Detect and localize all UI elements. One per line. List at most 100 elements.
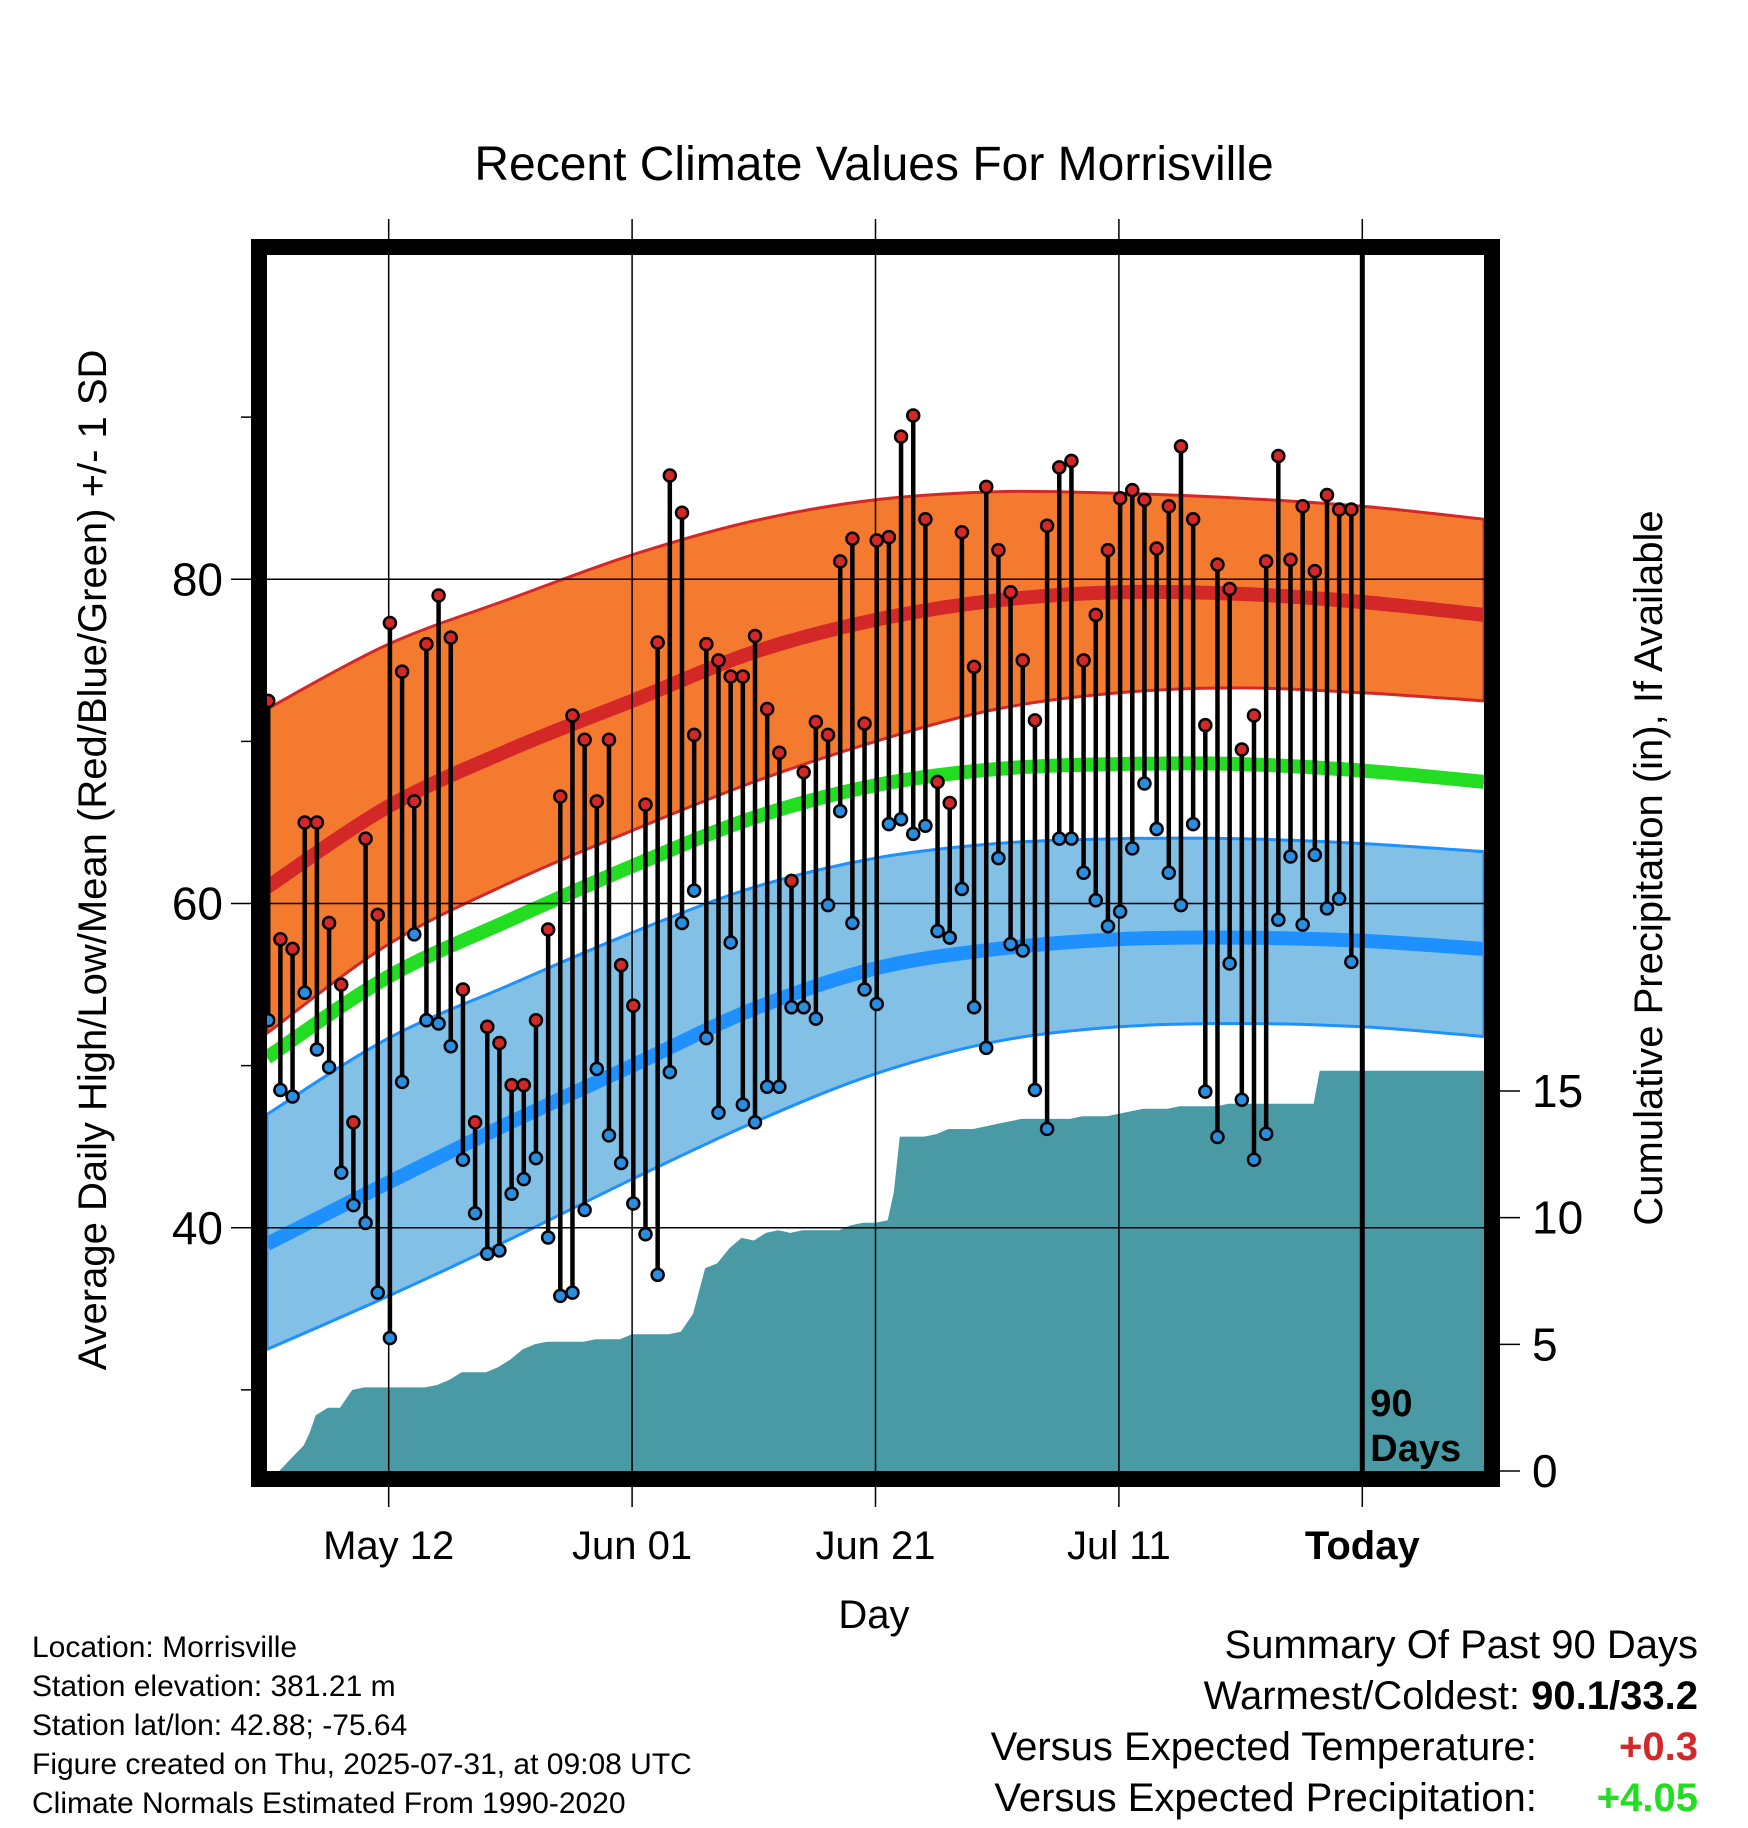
daily-low-point (1052, 831, 1067, 846)
daily-high-point (1319, 487, 1335, 503)
daily-high-point (954, 524, 970, 540)
y2-tick-label: 15 (1532, 1065, 1583, 1117)
daily-high-point (431, 588, 446, 603)
daily-low-point (467, 1205, 483, 1221)
precip-label: Versus Expected Precipitation: (994, 1776, 1537, 1820)
daily-high-point (845, 531, 860, 546)
daily-low-point (1198, 1084, 1213, 1099)
daily-low-point (492, 1243, 507, 1258)
daily-high-point (1271, 448, 1286, 464)
daily-low-point (419, 1013, 434, 1028)
daily-low-point (1307, 847, 1323, 863)
summary-panel: Summary Of Past 90 Days Warmest/Coldest:… (991, 1620, 1698, 1824)
daily-high-point (467, 1115, 483, 1130)
daily-high-point (1161, 499, 1177, 514)
daily-high-point (1052, 460, 1067, 475)
daily-low-point (893, 811, 909, 827)
daily-high-point (443, 630, 459, 645)
daily-high-point (480, 1019, 495, 1035)
daily-low-point (662, 1064, 678, 1080)
daily-high-point (747, 628, 763, 644)
daily-low-point (321, 1060, 337, 1075)
daily-high-point (516, 1077, 532, 1093)
daily-high-point (273, 931, 288, 947)
elevation-line: Station elevation: 381.21 m (32, 1670, 396, 1703)
y2-axis-label: Cumulative Precipitation (in), If Availa… (1627, 510, 1671, 1225)
daily-high-point (930, 774, 945, 790)
daily-high-point (735, 669, 751, 684)
precip-value: +4.05 (1596, 1776, 1698, 1820)
daily-high-point (808, 714, 824, 730)
daily-low-point (394, 1074, 410, 1090)
precip-area-tail (1362, 1070, 1484, 1471)
daily-high-point (832, 554, 848, 569)
daily-high-point (577, 732, 592, 748)
daily-low-point (857, 982, 872, 997)
daily-low-point (1295, 917, 1310, 932)
daily-low-point (407, 927, 422, 942)
daily-high-point (1295, 499, 1310, 514)
daily-low-point (1112, 904, 1128, 919)
daily-high-point (528, 1013, 544, 1028)
daily-high-point (650, 635, 665, 650)
daily-high-point (796, 764, 811, 780)
daily-low-point (918, 818, 933, 833)
daily-low-point (1173, 897, 1189, 913)
daily-high-point (1307, 563, 1323, 579)
daily-low-point (991, 850, 1006, 866)
daily-low-point (1258, 1126, 1274, 1142)
daily-low-point (540, 1230, 556, 1245)
x-tick-label: Jun 01 (572, 1524, 692, 1568)
x-tick-label: May 12 (323, 1524, 454, 1568)
daily-high-point (1100, 542, 1116, 558)
daily-low-point (1234, 1092, 1250, 1107)
normals-line: Climate Normals Estimated From 1990-2020 (32, 1787, 626, 1820)
daily-low-point (735, 1097, 751, 1112)
daily-low-point (565, 1285, 580, 1300)
today-days-label-part: 90 (1370, 1383, 1412, 1425)
y-axis-label: Average Daily High/Low/Mean (Red/Blue/Gr… (71, 350, 115, 1371)
daily-high-point (601, 732, 617, 748)
daily-high-point (1039, 518, 1055, 534)
daily-low-point (455, 1152, 471, 1167)
daily-low-point (504, 1186, 519, 1202)
daily-high-point (309, 815, 325, 830)
daily-high-point (991, 542, 1006, 558)
x-axis-label: Day (838, 1593, 909, 1637)
daily-low-point (1076, 865, 1091, 880)
daily-high-point (1064, 453, 1079, 469)
daily-high-point (1258, 554, 1274, 569)
daily-low-point (516, 1171, 532, 1187)
daily-low-point (1003, 936, 1018, 952)
daily-low-point (613, 1155, 629, 1171)
daily-low-point (333, 1165, 349, 1180)
daily-low-point (1137, 776, 1152, 791)
daily-low-point (1027, 1082, 1043, 1098)
daily-high-point (358, 831, 373, 846)
summary-title: Summary Of Past 90 Days (1224, 1623, 1698, 1667)
daily-high-point (394, 664, 410, 679)
daily-high-point (1198, 717, 1213, 733)
daily-low-point (431, 1016, 446, 1031)
daily-low-point (954, 881, 970, 897)
daily-low-point (370, 1285, 385, 1300)
x-tick-label: Jul 11 (1067, 1524, 1171, 1568)
daily-low-point (297, 985, 312, 1000)
daily-high-point (869, 533, 884, 548)
daily-low-point (1222, 956, 1237, 971)
daily-high-point (504, 1077, 519, 1093)
daily-high-point (978, 479, 994, 495)
daily-low-point (759, 1079, 775, 1094)
temp-value: +0.3 (1619, 1725, 1698, 1769)
daily-low-point (711, 1105, 726, 1120)
daily-high-point (918, 512, 933, 527)
daily-high-point (1210, 557, 1225, 572)
daily-high-point (1246, 708, 1262, 723)
created-line: Figure created on Thu, 2025-07-31, at 09… (32, 1748, 692, 1781)
today-days-label: 90 Days (1370, 1383, 1461, 1470)
daily-low-point (650, 1267, 665, 1283)
daily-high-point (553, 789, 568, 804)
daily-high-point (1344, 502, 1359, 517)
daily-high-point (893, 429, 909, 444)
